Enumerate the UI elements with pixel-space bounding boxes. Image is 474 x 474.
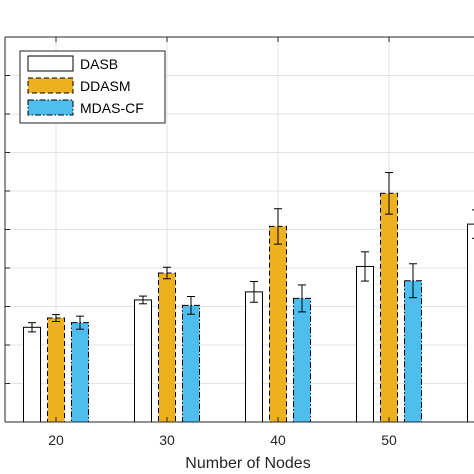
error-bars: [28, 172, 474, 333]
legend-swatch-ddasm: [27, 77, 74, 94]
legend-label-dasb: DASB: [80, 56, 118, 72]
x-tick-labels: 20 30 40 50: [48, 432, 397, 448]
x-tick-label: 40: [270, 432, 286, 448]
bar-ddasm-50: [380, 192, 398, 423]
bar-mdas-cf-20: [71, 322, 89, 423]
legend-label-mdas-cf: MDAS-CF: [80, 100, 144, 116]
legend-label-ddasm: DDASM: [80, 78, 131, 94]
legend-swatch-mdas-cf: [27, 99, 74, 116]
bar-dasb-40: [245, 291, 263, 423]
bar-dasb-30: [134, 299, 152, 423]
bar-ddasm-20: [47, 317, 65, 423]
bar-mdas-cf-40: [293, 297, 311, 423]
x-tick-label: 30: [159, 432, 175, 448]
bar-dasb-50: [356, 265, 374, 423]
bar-mdas-cf-30: [182, 304, 200, 423]
bar-ddasm-40: [269, 225, 287, 423]
x-tick-label: 50: [381, 432, 397, 448]
bar-dasb-20: [23, 326, 41, 423]
bar-dasb-60: [467, 223, 474, 423]
x-axis-label: Number of Nodes: [185, 455, 310, 472]
legend: DASB DDASM MDAS-CF: [19, 50, 166, 124]
x-tick-label: 20: [48, 432, 64, 448]
axes: [4, 36, 474, 423]
bar-ddasm-30: [158, 272, 176, 423]
bar-mdas-cf-50: [404, 280, 422, 423]
legend-swatch-dasb: [27, 55, 74, 72]
